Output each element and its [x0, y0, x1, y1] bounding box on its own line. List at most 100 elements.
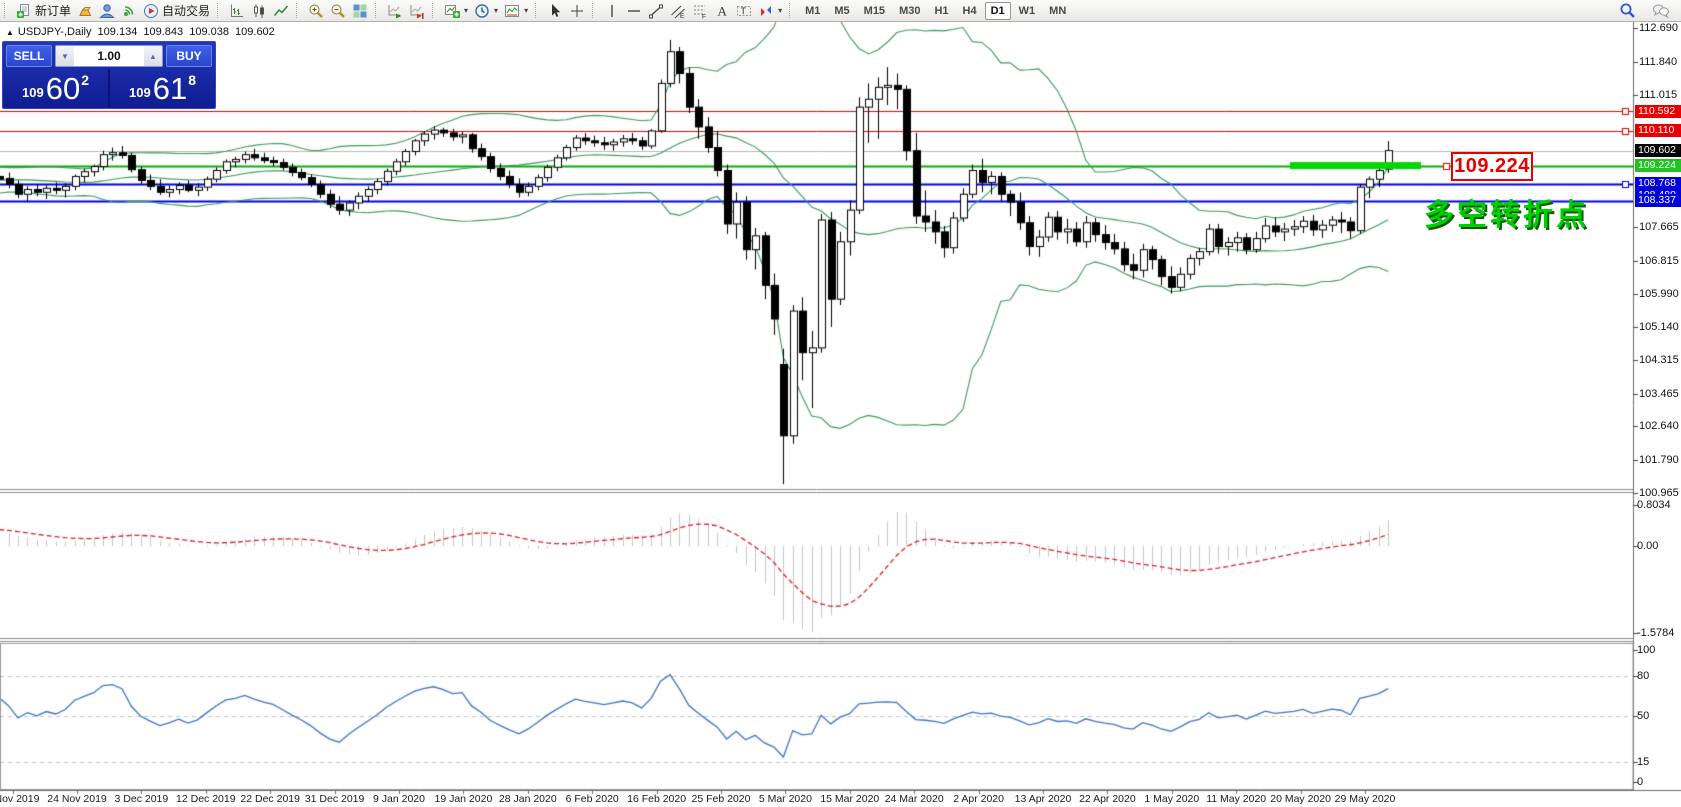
cursor-icon — [547, 3, 563, 19]
ask-big-digits: 61 — [152, 71, 188, 106]
toolbar-group-grip[interactable] — [375, 3, 381, 18]
bid-prefix: 109 — [22, 85, 44, 100]
toolbar-bar-chart-button[interactable] — [226, 1, 248, 21]
timeframe-button-m5[interactable]: M5 — [834, 4, 850, 17]
profile-icon — [99, 3, 115, 19]
toolbar-signals-button[interactable] — [118, 1, 140, 21]
toolbar-button-label: 新订单 — [35, 4, 72, 18]
toolbar-auto-scroll-button[interactable] — [384, 1, 406, 21]
volume-stepper: ▼ ▲ — [55, 45, 163, 67]
toolbar-crosshair-button[interactable] — [566, 1, 588, 21]
toolbar-trendline-button[interactable] — [645, 1, 667, 21]
zoom-in-icon — [308, 3, 324, 19]
timeframe-clock-icon — [474, 3, 490, 19]
ohlc-high: 109.843 — [143, 26, 184, 38]
toolbar-zoom-out-button[interactable] — [327, 1, 349, 21]
buy-button[interactable]: BUY — [166, 45, 212, 67]
toolbar-group-grip[interactable] — [535, 3, 541, 18]
horizontal-line-icon — [626, 3, 642, 19]
line-chart-icon — [273, 3, 289, 19]
toolbar-group-grip[interactable] — [296, 3, 302, 18]
bar-chart-icon — [229, 3, 245, 19]
bid-price: 109 60 2 — [3, 69, 110, 107]
toolbar-group-grip[interactable] — [432, 3, 438, 18]
chevron-down-icon: ▾ — [778, 6, 783, 15]
toolbar-auto-trading-button[interactable]: 自动交易 — [140, 1, 213, 21]
fibonacci-icon: F — [692, 3, 708, 19]
toolbar-cursor-button[interactable] — [544, 1, 566, 21]
tile-windows-icon — [352, 3, 368, 19]
timeframe-button-m30[interactable]: M30 — [899, 4, 921, 17]
timeframe-button-mn[interactable]: MN — [1049, 4, 1067, 17]
toolbar-tile-windows-button[interactable] — [349, 1, 371, 21]
svg-text:A: A — [718, 3, 728, 18]
timeframe-button-d1[interactable]: D1 — [984, 1, 1011, 20]
chevron-down-icon: ▾ — [464, 6, 469, 15]
timeframe-button-m15[interactable]: M15 — [863, 4, 886, 17]
volume-increase-button[interactable]: ▲ — [144, 46, 162, 66]
shapes-icon — [758, 3, 774, 19]
toolbar-zoom-in-button[interactable] — [305, 1, 327, 21]
chart-shift-icon — [409, 3, 425, 19]
channel-icon: E — [670, 3, 686, 19]
toolbar-market-gold-button[interactable] — [74, 1, 96, 21]
toolbar-group-grip[interactable] — [592, 3, 598, 18]
vertical-line-icon — [604, 3, 620, 19]
search-icon — [1619, 2, 1636, 19]
symbol-name: USDJPY-,Daily — [17, 26, 92, 38]
sell-button[interactable]: SELL — [6, 45, 52, 67]
market-gold-icon — [77, 3, 93, 19]
toolbar-candlestick-chart-button[interactable] — [248, 1, 270, 21]
volume-decrease-button[interactable]: ▼ — [56, 46, 74, 66]
timeframe-button-h1[interactable]: H1 — [934, 4, 949, 17]
text-label-icon: T — [736, 3, 752, 19]
toolbar-search-button[interactable] — [1616, 1, 1639, 21]
toolbar-timeframe-clock-button[interactable]: ▾ — [471, 1, 501, 21]
svg-text:T: T — [741, 6, 747, 16]
bid-pip-digit: 2 — [81, 72, 89, 88]
ask-prefix: 109 — [129, 85, 151, 100]
toolbar-profile-button[interactable] — [96, 1, 118, 21]
timeframe-button-w1[interactable]: W1 — [1018, 4, 1036, 17]
volume-input[interactable] — [74, 46, 144, 66]
toolbar-chart-shift-button[interactable] — [406, 1, 428, 21]
auto-scroll-icon — [387, 3, 403, 19]
toolbar-chart-template-button[interactable]: ▾ — [501, 1, 531, 21]
toolbar-chat-button[interactable] — [1649, 1, 1673, 21]
price-annotation-box[interactable]: 109.224 — [1451, 152, 1533, 181]
new-order-icon — [16, 3, 32, 19]
timeframe-button-h4[interactable]: H4 — [962, 4, 977, 17]
chat-icon — [1652, 3, 1670, 19]
chevron-down-icon: ▾ — [494, 6, 499, 15]
toolbar-fibonacci-button[interactable]: F — [689, 1, 711, 21]
ask-price: 109 61 8 — [110, 69, 215, 107]
ohlc-close: 109.602 — [235, 26, 275, 38]
toolbar-line-chart-button[interactable] — [270, 1, 292, 21]
one-click-trading-panel: SELL ▼ ▲ BUY 109 60 2 109 61 8 — [2, 41, 216, 109]
toolbar-new-order-button[interactable]: 新订单 — [13, 1, 74, 21]
toolbar-new-chart-button[interactable]: ▾ — [441, 1, 471, 21]
chinese-annotation-text[interactable]: 多空转折点 — [1424, 199, 1589, 232]
toolbar-group-grip[interactable] — [4, 3, 10, 18]
chevron-down-icon: ▾ — [524, 6, 529, 15]
chart-template-icon — [504, 3, 520, 19]
toolbar-text-label-button[interactable]: T — [733, 1, 755, 21]
toolbar-shapes-button[interactable]: ▾ — [755, 1, 785, 21]
toolbar-button-label: 自动交易 — [162, 4, 211, 18]
ohlc-low: 109.038 — [189, 26, 229, 38]
toolbar-horizontal-line-button[interactable] — [623, 1, 645, 21]
toolbar-group-grip[interactable] — [217, 3, 223, 18]
toolbar-vertical-line-button[interactable] — [601, 1, 623, 21]
toolbar-channel-button[interactable]: E — [667, 1, 689, 21]
candlestick-chart-icon — [251, 3, 267, 19]
new-chart-icon — [444, 3, 461, 19]
signals-icon — [121, 3, 137, 19]
main-toolbar: 新订单 自动交易 ▾ ▾ ▾ E F A T ▾ M1 M5 M15 M30 H1 H4 D1 W1 MN — [0, 0, 1681, 22]
timeframe-button-m1[interactable]: M1 — [805, 4, 821, 17]
ohlc-open: 109.134 — [97, 26, 138, 38]
ask-pip-digit: 8 — [188, 72, 196, 88]
toolbar-text-button[interactable]: A — [711, 1, 733, 21]
toolbar-group-grip[interactable] — [789, 3, 795, 18]
